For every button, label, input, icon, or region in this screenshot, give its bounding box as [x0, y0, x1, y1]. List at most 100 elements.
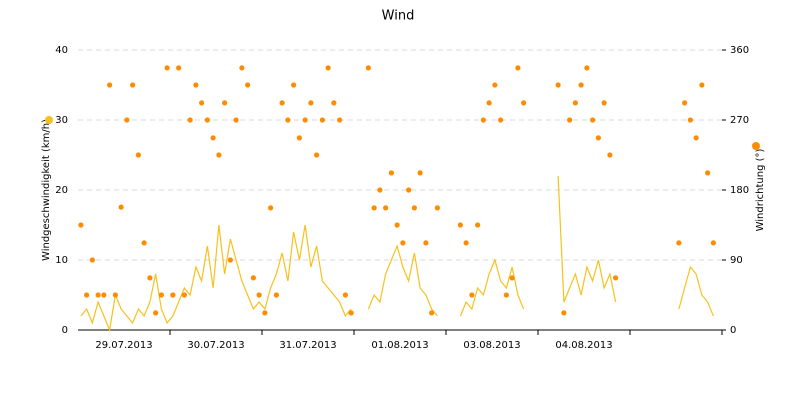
direction-point [78, 222, 84, 228]
direction-point [153, 310, 159, 316]
legend-marker [45, 116, 53, 124]
direction-point [400, 240, 406, 246]
x-tick-label: 29.07.2013 [95, 340, 152, 351]
direction-point [199, 100, 205, 106]
direction-point [268, 205, 274, 211]
y-axis-label: Windgeschwindigkeit (km/h) [41, 119, 52, 261]
direction-point [555, 82, 561, 88]
direction-point [107, 82, 113, 88]
direction-point [210, 135, 216, 141]
y-tick-label: 0 [62, 325, 68, 336]
direction-point [383, 205, 389, 211]
direction-point [233, 117, 239, 123]
direction-point [95, 292, 101, 298]
direction-point [377, 187, 383, 193]
direction-point [469, 292, 475, 298]
direction-point [521, 100, 527, 106]
direction-point [515, 65, 521, 71]
y2-tick-label: 360 [730, 45, 749, 56]
direction-point [371, 205, 377, 211]
y2-tick-label: 180 [730, 185, 749, 196]
direction-point [319, 117, 325, 123]
direction-point [394, 222, 400, 228]
x-tick-label: 31.07.2013 [279, 340, 336, 351]
direction-point [463, 240, 469, 246]
y2-axis-label: Windrichtung (°) [755, 149, 766, 232]
direction-point [302, 117, 308, 123]
direction-point [314, 152, 320, 158]
direction-point [342, 292, 348, 298]
direction-point [147, 275, 153, 281]
direction-point [285, 117, 291, 123]
direction-point [682, 100, 688, 106]
direction-point [705, 170, 711, 176]
direction-point [158, 292, 164, 298]
direction-point [486, 100, 492, 106]
y-tick-label: 40 [55, 45, 68, 56]
direction-point [693, 135, 699, 141]
direction-point [388, 170, 394, 176]
direction-point [710, 240, 716, 246]
direction-point [503, 292, 509, 298]
direction-point [250, 275, 256, 281]
direction-point [222, 100, 228, 106]
direction-point [687, 117, 693, 123]
direction-point [480, 117, 486, 123]
direction-point [365, 65, 371, 71]
y2-tick-label: 0 [730, 325, 736, 336]
direction-point [141, 240, 147, 246]
x-tick-label: 30.07.2013 [187, 340, 244, 351]
y-tick-label: 20 [55, 185, 68, 196]
direction-point [130, 82, 136, 88]
direction-point [216, 152, 222, 158]
direction-point [561, 310, 567, 316]
direction-point [245, 82, 251, 88]
direction-point [331, 100, 337, 106]
direction-point [584, 65, 590, 71]
direction-point [676, 240, 682, 246]
direction-point [279, 100, 285, 106]
legend-marker [752, 142, 760, 150]
y-tick-label: 10 [55, 255, 68, 266]
direction-point [204, 117, 210, 123]
y-tick-label: 30 [55, 115, 68, 126]
x-tick-label: 04.08.2013 [555, 340, 612, 351]
direction-point [256, 292, 262, 298]
direction-point [411, 205, 417, 211]
direction-point [417, 170, 423, 176]
chart-title: Wind [382, 9, 415, 24]
direction-point [239, 65, 245, 71]
direction-point [112, 292, 118, 298]
direction-point [434, 205, 440, 211]
direction-point [572, 100, 578, 106]
y2-tick-label: 90 [730, 255, 743, 266]
direction-point [89, 257, 95, 263]
direction-point [273, 292, 279, 298]
direction-point [101, 292, 107, 298]
direction-point [170, 292, 176, 298]
direction-point [337, 117, 343, 123]
x-tick-label: 03.08.2013 [463, 340, 520, 351]
direction-point [227, 257, 233, 263]
direction-point [429, 310, 435, 316]
direction-point [567, 117, 573, 123]
direction-point [118, 204, 124, 210]
direction-point [601, 100, 607, 106]
direction-point [124, 117, 130, 123]
direction-point [613, 275, 619, 281]
direction-point [509, 275, 515, 281]
direction-point [193, 82, 199, 88]
direction-point [325, 65, 331, 71]
direction-point [187, 117, 193, 123]
direction-point [181, 292, 187, 298]
direction-point [308, 100, 314, 106]
direction-point [578, 82, 584, 88]
direction-point [492, 82, 498, 88]
direction-point [457, 222, 463, 228]
speed-line [80, 175, 714, 333]
direction-point [406, 187, 412, 193]
direction-point [607, 152, 613, 158]
direction-point [176, 65, 182, 71]
